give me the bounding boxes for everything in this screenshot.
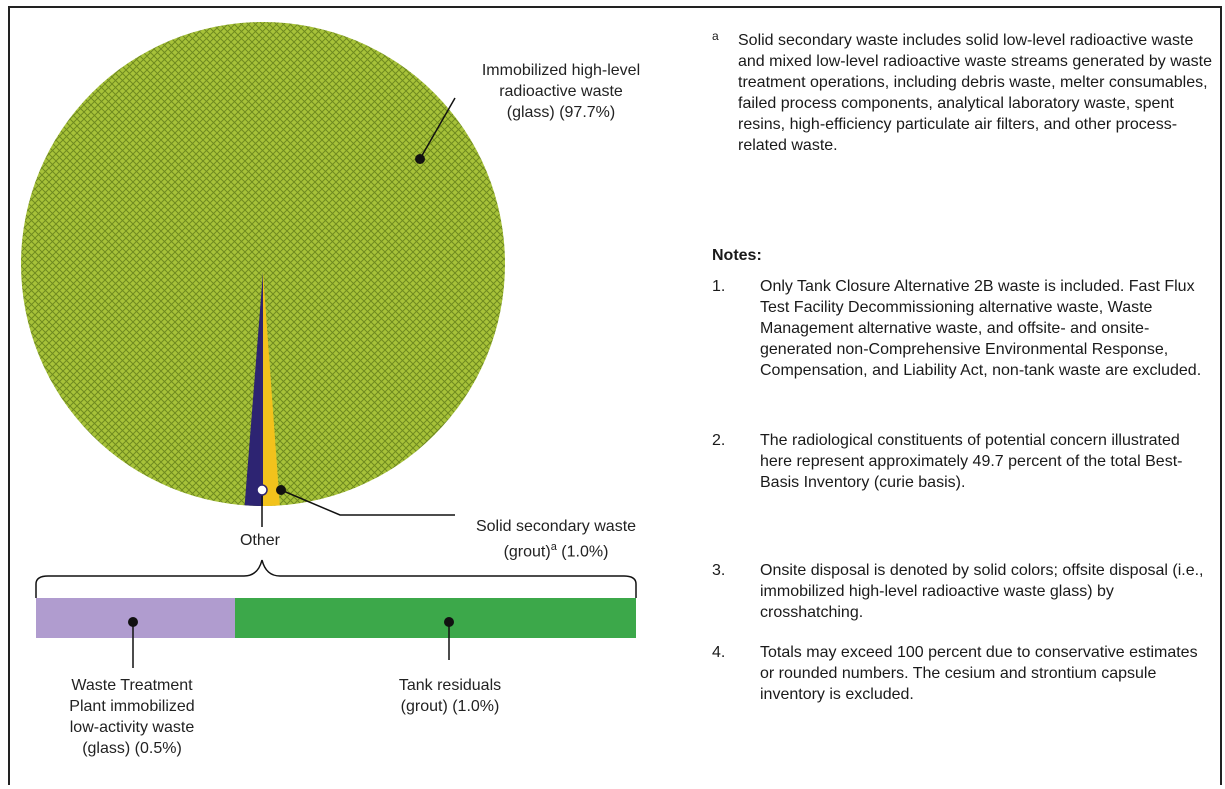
pie-slice-wtp	[244, 272, 263, 506]
ssw-label: Solid secondary waste (grout)a (1.0%)	[475, 518, 637, 561]
figure-frame-right	[1220, 6, 1222, 785]
hlw-label: Immobilized high-level radioactive waste…	[481, 62, 641, 121]
wtp-pie-marker	[256, 484, 268, 496]
note-text: Onsite disposal is denoted by solid colo…	[760, 562, 1204, 621]
note-text: Only Tank Closure Alternative 2B waste i…	[760, 278, 1202, 379]
tank-label: Tank residuals (grout) (1.0%)	[398, 677, 502, 715]
other-label: Other	[239, 532, 280, 549]
tank-bar-marker	[444, 617, 454, 627]
note-number: 4.	[712, 644, 726, 661]
pie-slice-hlw	[21, 22, 505, 506]
figure-frame	[8, 6, 1221, 785]
note-item-3: 3. Onsite disposal is denoted by solid c…	[712, 560, 1212, 623]
note-item-2: 2. The radiological constituents of pote…	[712, 430, 1212, 493]
footnote: a Solid secondary waste includes solid l…	[712, 29, 1213, 156]
note-item-4: 4. Totals may exceed 100 percent due to …	[712, 642, 1212, 705]
leader-hlw	[419, 97, 456, 160]
note-number: 1.	[712, 278, 726, 295]
note-text: The radiological constituents of potenti…	[760, 432, 1183, 491]
ssw-marker	[276, 485, 286, 495]
footnote-text: Solid secondary waste includes solid low…	[738, 32, 1213, 154]
leader-ssw	[280, 489, 455, 516]
pie-slice-ssw	[263, 272, 280, 506]
wtp-bar-marker	[128, 617, 138, 627]
note-number: 3.	[712, 562, 726, 579]
bar-segment-tank	[235, 598, 636, 638]
other-brace	[35, 559, 637, 598]
hlw-marker	[415, 154, 425, 164]
note-number: 2.	[712, 432, 726, 449]
footnote-marker: a	[712, 29, 719, 43]
note-item-1: 1. Only Tank Closure Alternative 2B wast…	[712, 276, 1212, 381]
notes-heading: Notes:	[712, 247, 762, 264]
note-text: Totals may exceed 100 percent due to con…	[760, 644, 1198, 703]
wtp-label: Waste Treatment Plant immobilized low-ac…	[69, 677, 195, 757]
